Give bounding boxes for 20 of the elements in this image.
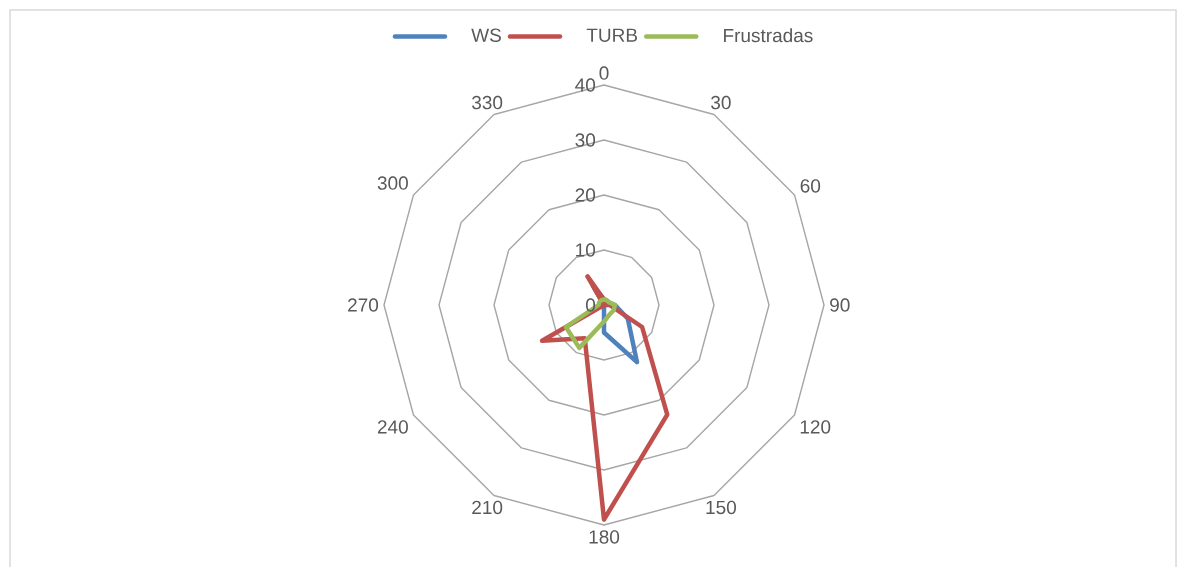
- spoke-label: 0: [599, 66, 609, 80]
- spoke-label: 150: [706, 500, 736, 515]
- y-tick-label: 30: [575, 133, 596, 147]
- y-tick-label: 10: [576, 243, 596, 257]
- spoke-label: 330: [471, 95, 503, 110]
- y-tick-label: 20: [575, 188, 596, 202]
- spoke-label: 60: [800, 179, 821, 193]
- spoke-label: 90: [830, 298, 850, 312]
- spoke-label: 240: [377, 420, 408, 434]
- legend-label: TURB: [586, 28, 638, 42]
- y-tick-label: 40: [575, 78, 596, 92]
- spoke-label: 120: [800, 420, 831, 434]
- spoke-label: 180: [589, 530, 620, 544]
- legend-label: Frustradas: [724, 28, 813, 43]
- spoke-label: 270: [348, 298, 379, 312]
- spoke-label: 300: [377, 176, 408, 190]
- spoke-label: 30: [711, 95, 731, 110]
- y-tick-label: 0: [585, 298, 596, 312]
- legend-label: WS: [471, 28, 501, 42]
- spoke-label: 210: [472, 500, 503, 515]
